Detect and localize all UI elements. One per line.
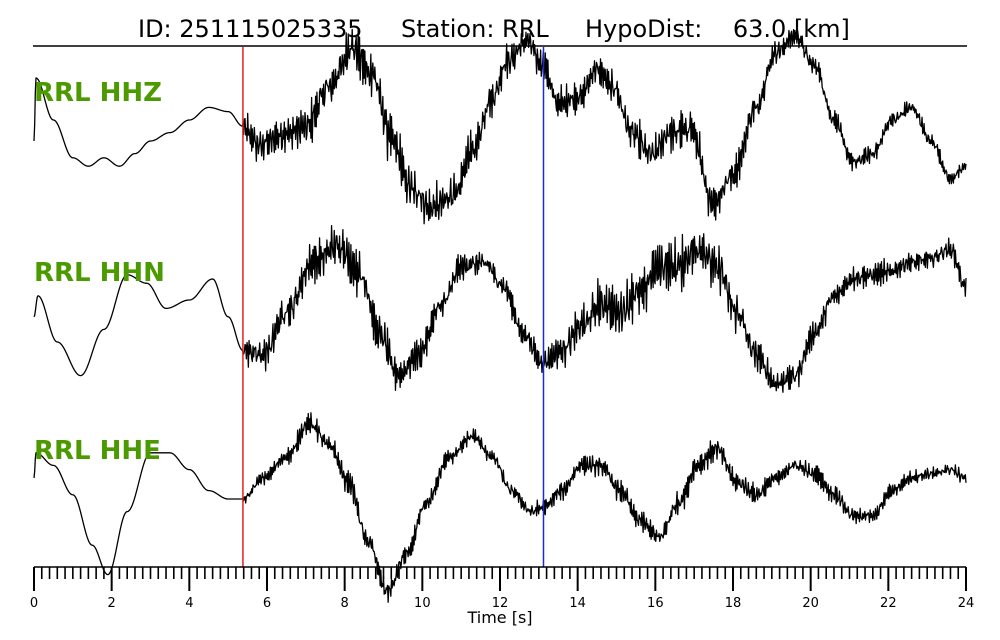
trace-label-3: RRL HHE <box>34 436 161 466</box>
traces-group <box>33 28 967 603</box>
trace-line-2 <box>33 224 967 393</box>
x-tick-label: 2 <box>108 596 116 611</box>
chart-title-hypodist: HypoDist: 63.0 [km] <box>585 15 850 43</box>
x-tick-label: 14 <box>569 596 586 611</box>
picks-group <box>242 47 545 567</box>
x-axis-label: Time [s] <box>466 608 532 627</box>
chart-title-id: ID: 251115025335 <box>138 15 363 43</box>
x-tick-label: 20 <box>802 596 819 611</box>
x-tick-label: 6 <box>263 596 271 611</box>
trace-label-1: RRL HHZ <box>34 78 162 108</box>
trace-line-1 <box>33 28 967 225</box>
x-tick-label: 16 <box>647 596 664 611</box>
x-tick-label: 4 <box>185 596 193 611</box>
x-tick-label: 22 <box>880 596 897 611</box>
trace-line-3 <box>33 412 967 603</box>
x-tick-label: 8 <box>341 596 349 611</box>
x-tick-label: 24 <box>958 596 975 611</box>
trace-label-2: RRL HHN <box>34 258 165 288</box>
x-tick-label: 10 <box>414 596 431 611</box>
x-tick-label: 12 <box>492 596 509 611</box>
x-axis: 0 2 4 6 8 10 12 14 16 18 20 22 24 <box>30 566 975 611</box>
trace-labels-group: RRL HHZ RRL HHN RRL HHE <box>34 78 165 466</box>
x-tick-label: 0 <box>30 596 38 611</box>
x-tick-label: 18 <box>725 596 742 611</box>
